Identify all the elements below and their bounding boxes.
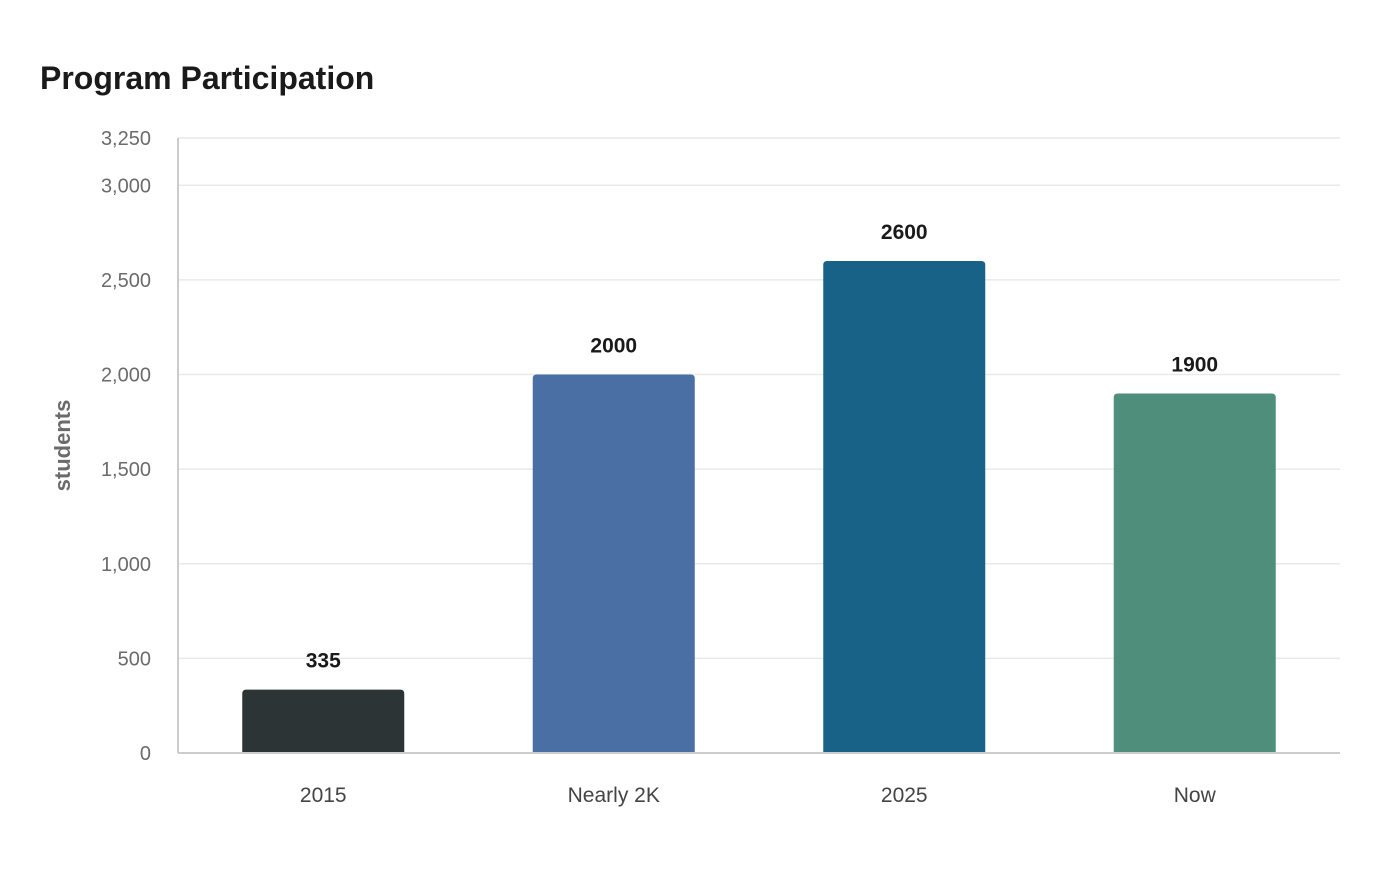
y-tick-label: 500 — [118, 648, 151, 670]
bar-2015 — [242, 689, 405, 753]
x-tick-label: Now — [1174, 784, 1217, 807]
x-tick-label: 2015 — [300, 784, 347, 807]
x-axis-ticks: 2015 Nearly 2K 2025 Now — [300, 784, 1217, 807]
bar-nearly-2k — [532, 374, 695, 753]
y-tick-label: 3,250 — [101, 128, 151, 150]
y-tick-label: 2,000 — [101, 365, 151, 387]
x-tick-label: 2025 — [881, 784, 928, 807]
y-tick-label: 1,500 — [101, 459, 151, 481]
data-label: 1900 — [1171, 353, 1218, 376]
bar-now — [1113, 393, 1276, 753]
y-axis-ticks: 0 500 1,000 1,500 2,000 2,500 3,000 3,250 — [101, 128, 151, 765]
y-axis-label: students — [50, 400, 75, 492]
bars — [242, 261, 1276, 753]
data-label: 2000 — [590, 335, 637, 358]
data-label: 2600 — [881, 221, 928, 244]
data-label: 335 — [306, 650, 341, 673]
chart-title: Program Participation — [40, 60, 375, 96]
y-tick-label: 1,000 — [101, 554, 151, 576]
y-tick-label: 0 — [140, 743, 151, 765]
data-labels: 335 2000 2600 1900 — [306, 221, 1218, 673]
bar-2025 — [823, 261, 986, 753]
x-tick-label: Nearly 2K — [568, 784, 660, 807]
y-tick-label: 2,500 — [101, 270, 151, 292]
grid-lines — [178, 137, 1340, 660]
y-tick-label: 3,000 — [101, 175, 151, 197]
